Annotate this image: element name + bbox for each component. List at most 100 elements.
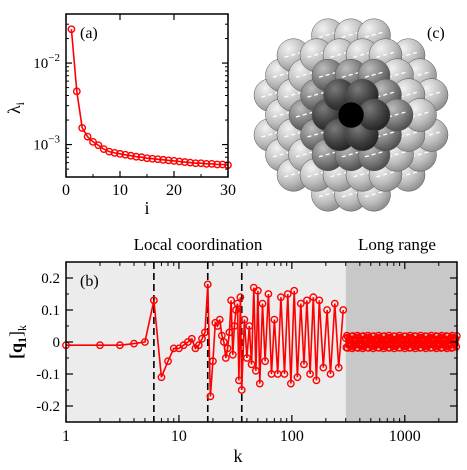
sphere-highlight [399, 91, 418, 98]
panel-a-point [116, 149, 124, 158]
sphere-highlight [410, 151, 430, 158]
panel-b-series [62, 280, 461, 401]
panel-a-xlabel: i [144, 198, 149, 218]
panel-a-point [143, 154, 151, 163]
panel-b-point [236, 293, 245, 302]
panel-b-point [235, 376, 243, 385]
panel-b-point [258, 299, 267, 308]
sphere-highlight [272, 111, 292, 118]
sphere-highlight [307, 171, 326, 178]
sphere-highlight [341, 31, 361, 38]
panel-b-xtick-label: 10 [171, 428, 187, 445]
panel-b-ylabel-main: [q [6, 343, 26, 359]
sphere-highlight [284, 91, 303, 98]
panel-b-point [164, 357, 172, 366]
panel-b-point [245, 322, 254, 330]
panel-b-eigenvector-plot: 1 10 100 1000 0.2 0.1 0 -0.1 -0.2 (b) Local coor… [6, 235, 461, 466]
panel-b-point [149, 296, 158, 305]
panel-a-point [83, 132, 92, 141]
panel-c-spheres [253, 18, 449, 212]
panel-b-point [243, 354, 251, 362]
panel-a-xtick-label: 0 [62, 182, 70, 199]
panel-b-point [115, 341, 124, 350]
panel-a-point [148, 154, 157, 163]
sphere-highlight [387, 111, 407, 118]
panel-a-point [67, 25, 76, 34]
panel-b-point [141, 338, 149, 346]
panel-b-point [221, 354, 230, 362]
panel-b-ylabel-sub2: k [15, 325, 29, 331]
panel-b-point [330, 299, 339, 308]
panel-b-point [130, 339, 138, 348]
sphere-highlight [307, 131, 326, 138]
sphere-highlight [307, 51, 326, 58]
panel-b-point [319, 363, 328, 372]
panel-b-point [96, 341, 104, 350]
panel-b-xtick-label: 1 [62, 428, 70, 445]
panel-a-point [186, 158, 195, 167]
sphere-highlight [341, 71, 361, 78]
panel-b-point [300, 360, 308, 369]
panel-b-point [215, 315, 224, 324]
annotation-local-coordination: Local coordination [134, 235, 263, 254]
panel-b-point [206, 392, 215, 401]
sphere-highlight [387, 151, 407, 158]
panel-b-point [228, 350, 237, 359]
sphere-highlight [410, 111, 430, 118]
panel-b-point [303, 296, 311, 305]
panel-b-point [169, 344, 178, 353]
panel-b-point [247, 360, 256, 369]
svg-text:λi: λi [4, 101, 27, 114]
panel-a-point [170, 157, 178, 165]
panel-a-point [164, 156, 173, 165]
sphere-highlight [376, 171, 395, 178]
sphere-highlight [318, 71, 338, 78]
sphere-highlight [387, 71, 407, 78]
panel-a-point [110, 149, 119, 157]
panel-b-point [225, 328, 234, 337]
sphere-highlight [422, 91, 441, 98]
panel-b-point [280, 370, 289, 378]
panel-a-point [191, 159, 200, 168]
panel-a-point [175, 157, 184, 166]
panel-b-ytick-label: 0.2 [41, 271, 60, 287]
panel-b-point [227, 296, 236, 305]
sphere-highlight [261, 91, 280, 98]
sphere-highlight [272, 71, 292, 78]
panel-a-point [121, 150, 130, 159]
panel-a-point [197, 159, 205, 168]
panel-b-point [255, 379, 264, 388]
sphere-highlight [330, 171, 349, 178]
sphere-highlight [364, 191, 384, 198]
sphere-highlight [318, 151, 338, 158]
panel-a-ylabel-symbol: λ [4, 105, 24, 114]
sphere-highlight [341, 151, 361, 158]
panel-b-xtick-label: 1000 [389, 428, 421, 445]
panel-b-point [312, 376, 321, 385]
panel-b-ylabel-sub1: 1 [15, 337, 29, 343]
panel-b-point [233, 299, 242, 308]
sphere-highlight [364, 151, 384, 158]
sphere-highlight [330, 51, 349, 58]
panel-b-point [323, 306, 331, 314]
panel-b-point [334, 363, 343, 372]
sphere-highlight [422, 131, 441, 138]
sphere-highlight [364, 31, 384, 38]
panel-b-point [277, 293, 285, 302]
panel-b-point [201, 328, 209, 337]
sphere [337, 101, 365, 129]
sphere-highlight [376, 91, 395, 98]
panel-b-point [253, 286, 262, 295]
panel-c-cluster-illustration: (c) [253, 18, 449, 212]
panel-b-label: (b) [80, 273, 99, 290]
shaded-region [66, 262, 346, 422]
panel-b-point [261, 357, 270, 366]
panel-b-point [223, 344, 232, 353]
panel-a-point [218, 160, 227, 169]
sphere-highlight [399, 51, 418, 58]
sphere-highlight [353, 171, 372, 178]
panel-a-point [72, 87, 81, 96]
panel-b-point [326, 370, 335, 378]
panel-b-point [251, 366, 260, 375]
